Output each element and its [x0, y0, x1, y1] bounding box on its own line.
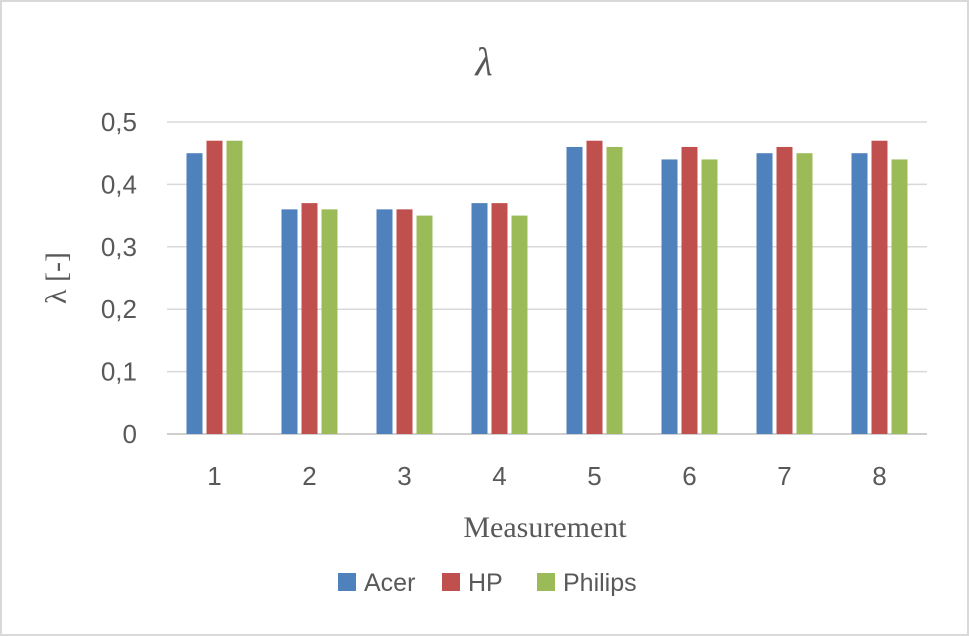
bar-hp-4 [491, 203, 508, 434]
bar-hp-2 [301, 203, 318, 434]
bar-philips-4 [511, 215, 528, 434]
x-tick-label: 6 [682, 461, 696, 491]
y-tick-label: 0,2 [101, 294, 137, 324]
legend-label-acer: Acer [364, 569, 415, 597]
legend: Acer HP Philips [338, 569, 637, 597]
bar-philips-6 [701, 159, 718, 434]
legend-swatch-hp [442, 573, 460, 591]
legend-label-hp: HP [468, 569, 503, 597]
chart-title: λ [474, 39, 492, 84]
bar-acer-3 [376, 209, 393, 434]
x-tick-label: 1 [207, 461, 221, 491]
legend-label-philips: Philips [563, 569, 637, 597]
bar-acer-5 [566, 146, 583, 434]
bar-hp-1 [206, 140, 223, 434]
y-tick-label: 0,5 [101, 107, 137, 137]
bar-philips-8 [891, 159, 908, 434]
bar-acer-2 [281, 209, 298, 434]
x-tick-label: 3 [397, 461, 411, 491]
x-tick-label: 5 [587, 461, 601, 491]
y-tick-label: 0,4 [101, 169, 137, 199]
bar-philips-3 [416, 215, 433, 434]
x-axis-label: Measurement [463, 511, 627, 544]
y-axis-label: λ [-] [40, 252, 73, 304]
bar-hp-5 [586, 140, 603, 434]
x-tick-label: 8 [872, 461, 886, 491]
y-tick-label: 0 [123, 419, 137, 449]
legend-swatch-acer [338, 573, 356, 591]
bar-philips-5 [606, 146, 623, 434]
bar-hp-3 [396, 209, 413, 434]
y-tick-label: 0,1 [101, 357, 137, 387]
bars [186, 140, 908, 434]
bar-hp-8 [871, 140, 888, 434]
bar-acer-7 [756, 153, 773, 434]
tick-labels: 0 0,1 0,2 0,3 0,4 0,5 1 2 3 4 5 6 7 8 [101, 107, 887, 491]
bar-acer-4 [471, 203, 488, 434]
y-tick-label: 0,3 [101, 232, 137, 262]
bar-acer-8 [851, 153, 868, 434]
bar-hp-7 [776, 146, 793, 434]
bar-philips-7 [796, 153, 813, 434]
x-tick-label: 2 [302, 461, 316, 491]
bar-acer-1 [186, 153, 203, 434]
x-tick-label: 7 [777, 461, 791, 491]
legend-swatch-philips [537, 573, 555, 591]
bar-philips-2 [321, 209, 338, 434]
bar-hp-6 [681, 146, 698, 434]
bar-acer-6 [661, 159, 678, 434]
bar-philips-1 [226, 140, 243, 434]
gridlines [167, 121, 927, 435]
x-tick-label: 4 [492, 461, 506, 491]
